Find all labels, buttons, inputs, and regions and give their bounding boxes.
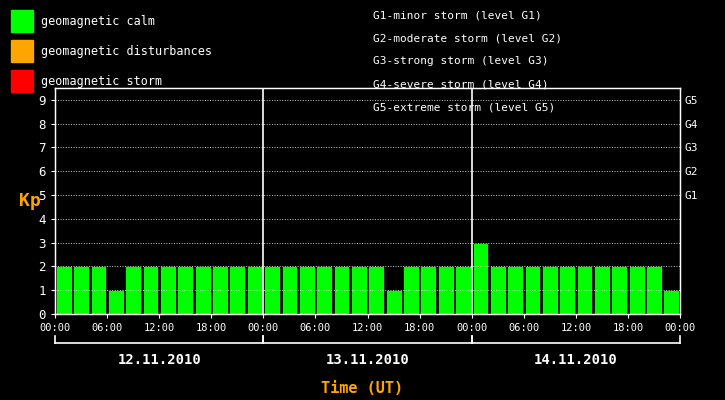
Bar [525, 266, 540, 314]
Text: 13.11.2010: 13.11.2010 [326, 353, 410, 367]
Bar [455, 266, 471, 314]
Text: G3-strong storm (level G3): G3-strong storm (level G3) [373, 56, 549, 66]
Bar [73, 266, 89, 314]
Text: Time (UT): Time (UT) [321, 381, 404, 396]
Bar [386, 290, 402, 314]
Y-axis label: Kp: Kp [20, 192, 41, 210]
Text: G2-moderate storm (level G2): G2-moderate storm (level G2) [373, 33, 563, 43]
Bar [56, 266, 72, 314]
Bar [143, 266, 159, 314]
Bar [178, 266, 193, 314]
Bar [91, 266, 107, 314]
Text: geomagnetic calm: geomagnetic calm [41, 14, 155, 28]
Bar [160, 266, 176, 314]
Bar [264, 266, 280, 314]
Bar [351, 266, 367, 314]
Bar [212, 266, 228, 314]
Bar [473, 243, 489, 314]
Bar [507, 266, 523, 314]
Bar [368, 266, 384, 314]
Bar [611, 266, 627, 314]
Text: 12.11.2010: 12.11.2010 [117, 353, 201, 367]
Bar [230, 266, 245, 314]
Bar [403, 266, 419, 314]
Text: G4-severe storm (level G4): G4-severe storm (level G4) [373, 80, 549, 90]
Bar [559, 266, 575, 314]
Bar [542, 266, 558, 314]
Text: geomagnetic disturbances: geomagnetic disturbances [41, 44, 212, 58]
Bar [108, 290, 124, 314]
Text: G1-minor storm (level G1): G1-minor storm (level G1) [373, 10, 542, 20]
Bar [247, 266, 262, 314]
Bar [629, 266, 645, 314]
Bar [420, 266, 436, 314]
Bar [281, 266, 297, 314]
Bar [646, 266, 662, 314]
Bar [438, 266, 454, 314]
Bar [316, 266, 332, 314]
Text: geomagnetic storm: geomagnetic storm [41, 74, 162, 88]
Bar [490, 266, 505, 314]
Bar [195, 266, 210, 314]
Bar [299, 266, 315, 314]
Text: 14.11.2010: 14.11.2010 [534, 353, 618, 367]
Bar [125, 266, 141, 314]
Bar [576, 266, 592, 314]
Bar [594, 266, 610, 314]
Text: G5-extreme storm (level G5): G5-extreme storm (level G5) [373, 103, 555, 113]
Bar [663, 290, 679, 314]
Bar [334, 266, 349, 314]
